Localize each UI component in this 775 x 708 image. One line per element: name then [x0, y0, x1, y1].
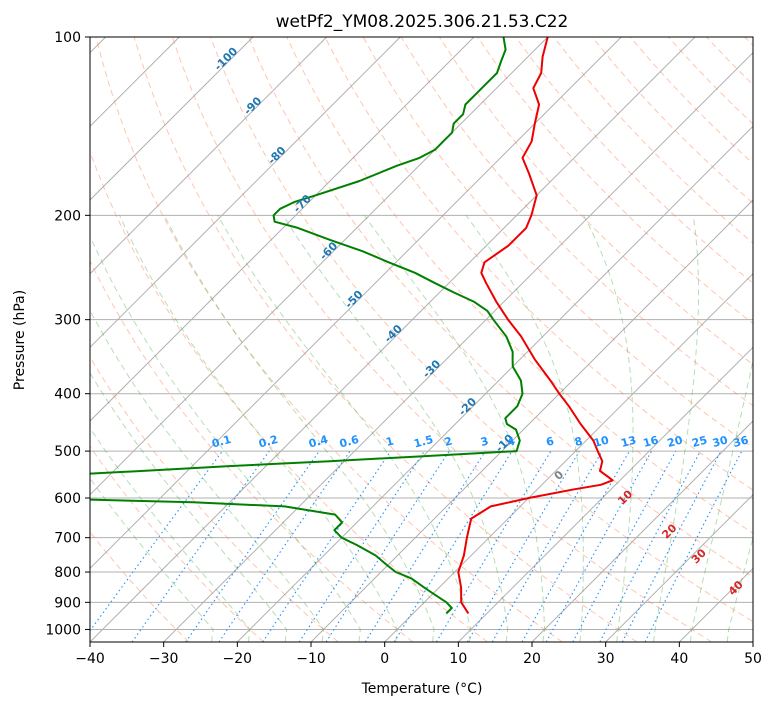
mixing-ratio-label: 2 — [443, 434, 454, 449]
dry-adiabat-line — [133, 37, 638, 642]
chart-title: wetPf2_YM08.2025.306.21.53.C22 — [276, 12, 569, 32]
isotherm-gridline — [310, 199, 753, 642]
temperature-profile-line — [457, 37, 614, 615]
x-tick-label: 30 — [597, 651, 615, 667]
isotherm-gridline — [90, 37, 254, 201]
moist-adiabat-line — [653, 215, 699, 642]
isotherm-gridline — [90, 37, 475, 422]
mixing-ratio-label: 30 — [711, 433, 729, 450]
mixing-ratio-label: 1 — [384, 434, 395, 449]
mixing-ratio-line — [218, 450, 351, 642]
isotherm-gridline — [90, 37, 696, 642]
isotherm-gridline — [531, 420, 753, 642]
y-ticks-group: 100 200 300 400 500 600 700 800 900 1000 — [45, 30, 90, 638]
mixing-ratio-line — [393, 450, 513, 642]
mixing-ratio-line — [364, 450, 486, 642]
x-tick-label: 50 — [744, 651, 762, 667]
mixing-ratio-label: 8 — [573, 434, 584, 449]
isotherm-gridline — [605, 493, 753, 642]
moist-adiabat-line — [90, 235, 361, 642]
isotherm-gridline — [90, 37, 401, 349]
mixing-ratio-label: 20 — [666, 433, 684, 450]
mixing-ratio-label: 4 — [506, 434, 517, 449]
mixing-ratio-label: 1.5 — [412, 433, 434, 451]
moist-adiabat-line — [90, 427, 251, 642]
moist-adiabat-line — [217, 215, 472, 642]
y-tick-label: 200 — [54, 208, 81, 224]
isotherm-gridline — [90, 37, 328, 275]
y-tick-label: 700 — [54, 531, 81, 547]
mixing-ratio-label: 25 — [691, 433, 709, 450]
mixing-ratio-line — [467, 450, 580, 642]
x-tick-label: 0 — [380, 651, 389, 667]
y-tick-label: 400 — [54, 387, 81, 403]
y-tick-label: 1000 — [45, 622, 81, 638]
dewpoint-profile-line — [90, 37, 524, 615]
dry-adiabat-line — [515, 37, 753, 284]
y-tick-label: 600 — [54, 491, 81, 507]
x-tick-label: −30 — [149, 651, 179, 667]
x-tick-label: 10 — [449, 651, 467, 667]
x-tick-label: −20 — [223, 651, 253, 667]
moist-adiabat-line — [90, 371, 288, 642]
mixing-ratio-label: 0.2 — [257, 433, 279, 451]
mixing-ratio-label: 3 — [479, 434, 490, 449]
moist-adiabat-line — [163, 215, 435, 642]
isotherm-gridline — [90, 37, 622, 570]
mixing-ratio-line — [572, 450, 677, 642]
y-tick-label: 500 — [54, 444, 81, 460]
y-tick-label: 900 — [54, 595, 81, 611]
y-axis-label: Pressure (hPa) — [12, 290, 28, 390]
mixing-ratio-line — [325, 450, 450, 642]
moist-adiabat-line — [364, 215, 546, 642]
y-tick-label: 100 — [54, 30, 81, 46]
mixing-ratio-line — [435, 450, 552, 642]
mixing-ratio-line — [298, 450, 425, 642]
isotherm-gridline — [163, 51, 753, 642]
moist-adiabat-line — [583, 215, 634, 642]
mixing-ratio-label: 10 — [592, 433, 610, 450]
dry-adiabat-line — [95, 37, 563, 642]
isotherm-gridline — [457, 346, 753, 642]
moist-adiabat-line — [465, 215, 584, 642]
dry-adiabat-line — [286, 37, 753, 534]
dry-adiabat-line — [90, 259, 414, 642]
x-tick-label: 40 — [670, 651, 688, 667]
mixing-ratio-label: 36 — [732, 433, 750, 450]
y-tick-label: 800 — [54, 565, 81, 581]
profile-lines-group — [90, 37, 614, 615]
mixing-ratio-line — [185, 450, 320, 642]
mixing-ratio-label: 0.6 — [338, 433, 361, 451]
x-tick-label: −10 — [296, 651, 326, 667]
mixing-ratio-label: 6 — [545, 434, 556, 449]
plot-frame — [89, 36, 754, 643]
dry-adiabat-line — [210, 37, 753, 623]
mixing-ratio-line — [599, 450, 701, 642]
mixing-ratio-label: 0.1 — [210, 433, 232, 451]
mixing-ratio-label: 16 — [642, 433, 660, 450]
dry-adiabat-line — [248, 37, 753, 578]
y-tick-label: 300 — [54, 313, 81, 329]
isotherm-gridline — [236, 125, 753, 642]
mixing-ratio-label: 13 — [620, 433, 638, 450]
x-axis-label: Temperature (°C) — [361, 681, 483, 697]
mixing-ratio-line — [262, 450, 392, 642]
dry-adiabat-line — [324, 37, 753, 491]
dry-adiabat-line — [171, 37, 712, 642]
x-tick-label: 20 — [523, 651, 541, 667]
moist-adiabat-line — [119, 215, 398, 642]
x-ticks-group: −40 −30 −20 −10 0 10 20 30 40 50 — [75, 642, 762, 667]
isotherm-gridline — [384, 272, 753, 642]
background-lines-group — [90, 37, 753, 642]
mixing-ratio-label: 0.4 — [307, 433, 330, 451]
x-tick-label: −40 — [75, 651, 105, 667]
dry-adiabat-line — [90, 445, 264, 642]
